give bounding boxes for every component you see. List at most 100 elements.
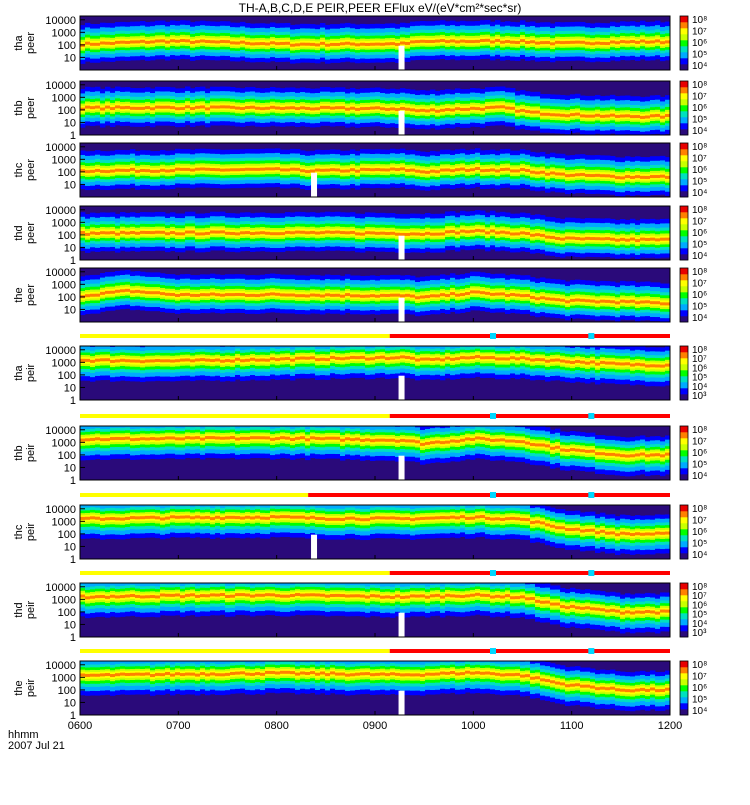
spectrogram-cell xyxy=(505,294,510,297)
spectrogram-cell xyxy=(190,294,195,297)
colorbar-segment xyxy=(680,236,688,242)
colorbar-tick-label: 10⁶ xyxy=(692,290,707,301)
spectrogram-cell xyxy=(435,233,440,236)
y-tick-label: 1 xyxy=(70,255,76,267)
spectrogram-cell xyxy=(90,231,95,234)
spectrogram-cell xyxy=(530,40,535,43)
spectrogram-cell xyxy=(205,293,210,296)
colorbar-segment xyxy=(680,111,688,117)
spectrogram-cell xyxy=(450,230,455,233)
spectrogram-cell xyxy=(635,41,640,44)
spectrogram-cell xyxy=(400,355,405,358)
spectrogram-cell xyxy=(275,167,280,170)
spectrogram-cell xyxy=(185,358,190,361)
spectrogram-cell xyxy=(140,40,145,43)
colorbar-tick-label: 10⁵ xyxy=(692,115,707,126)
spectrogram-cell xyxy=(160,292,165,295)
spectrogram-cell xyxy=(115,105,120,108)
spectrogram-cell xyxy=(565,300,570,303)
spectrogram-cell xyxy=(525,294,530,297)
spectrogram-cell xyxy=(80,231,85,234)
spectrogram-cell xyxy=(385,357,390,360)
spectrogram-cell xyxy=(150,359,155,362)
spectrogram-cell xyxy=(250,358,255,361)
spectrogram-cell xyxy=(575,41,580,44)
spectrogram-cell xyxy=(240,359,245,362)
spectrogram-cell xyxy=(185,105,190,108)
spectrogram-cell xyxy=(210,292,215,295)
spectrogram-cell xyxy=(510,107,515,110)
spectrogram-cell xyxy=(90,360,95,363)
spectrogram-cell xyxy=(645,116,650,119)
spectrogram-cell xyxy=(325,106,330,109)
spectrogram-cell xyxy=(630,176,635,179)
spectrogram-cell xyxy=(110,107,115,110)
spectrogram-cell xyxy=(405,42,410,45)
spectrogram-cell xyxy=(555,237,560,240)
spectrogram-cell xyxy=(335,231,340,234)
y-tick-label: 10 xyxy=(64,117,76,129)
spectrogram-cell xyxy=(410,232,415,235)
spectrogram-cell xyxy=(290,231,295,234)
spectrogram-cell xyxy=(575,173,580,176)
spectrogram-cell xyxy=(475,355,480,358)
spectrogram-cell xyxy=(220,105,225,108)
spectrogram-cell xyxy=(415,170,420,173)
spectrogram-cell xyxy=(445,40,450,43)
spectrogram-cell xyxy=(425,171,430,174)
colorbar-segment xyxy=(680,268,688,274)
spectrogram-cell xyxy=(485,356,490,359)
spectrogram-cell xyxy=(555,172,560,175)
colorbar-segment xyxy=(680,218,688,224)
spectrogram-cell xyxy=(210,230,215,233)
spectrogram-cell xyxy=(540,296,545,299)
spectrogram-cell xyxy=(355,43,360,46)
spectrogram-cells xyxy=(80,20,670,64)
colorbar-segment xyxy=(680,123,688,129)
spectrogram-cell xyxy=(250,168,255,171)
spectrogram-cell xyxy=(450,292,455,295)
spectrogram-cell xyxy=(135,360,140,363)
spectrogram-cell xyxy=(155,106,160,109)
spectrogram-cell xyxy=(140,107,145,110)
spectrogram-cell xyxy=(350,294,355,297)
spectrogram-cell xyxy=(200,39,205,42)
colorbar-segment xyxy=(680,81,688,87)
spectrogram-cell xyxy=(245,359,250,362)
spectrogram-cell xyxy=(105,170,110,173)
spectrogram-cell xyxy=(245,168,250,171)
spectrogram-cell xyxy=(395,43,400,46)
spectrogram-cell xyxy=(155,291,160,294)
spectrogram-cell xyxy=(260,42,265,45)
spectrogram-cell xyxy=(255,42,260,45)
spectrogram-cell xyxy=(115,290,120,293)
spectrogram-cell xyxy=(465,40,470,43)
spectrogram-cell xyxy=(225,105,230,108)
panel-ylabel: peer xyxy=(25,97,37,119)
spectrogram-cell xyxy=(235,107,240,110)
colorbar-tick-label: 10⁸ xyxy=(692,15,707,26)
spectrogram-cell xyxy=(380,232,385,235)
colorbar-tick-label: 10⁶ xyxy=(692,38,707,49)
spectrogram-cell xyxy=(430,358,435,361)
spectrogram-cell xyxy=(285,357,290,360)
spectrogram-cell xyxy=(270,292,275,295)
colorbar-tick-label: 10⁵ xyxy=(692,50,707,61)
spectrogram-cell xyxy=(465,356,470,359)
spectrogram-cell xyxy=(330,43,335,46)
spectrogram-cell xyxy=(470,168,475,171)
spectrogram-cell xyxy=(115,233,120,236)
spectrogram-cell xyxy=(595,114,600,117)
spectrogram-cell xyxy=(545,113,550,116)
spectrogram-cell xyxy=(180,168,185,171)
spectrogram-cell xyxy=(295,357,300,360)
spectrogram-cell xyxy=(410,357,415,360)
spectrogram-cell xyxy=(400,294,405,297)
colorbar-segment xyxy=(680,206,688,212)
spectrogram-cell xyxy=(365,168,370,171)
spectrogram-cell xyxy=(160,359,165,362)
spectrogram-cell xyxy=(615,176,620,179)
colorbar-tick-label: 10⁸ xyxy=(692,80,707,91)
